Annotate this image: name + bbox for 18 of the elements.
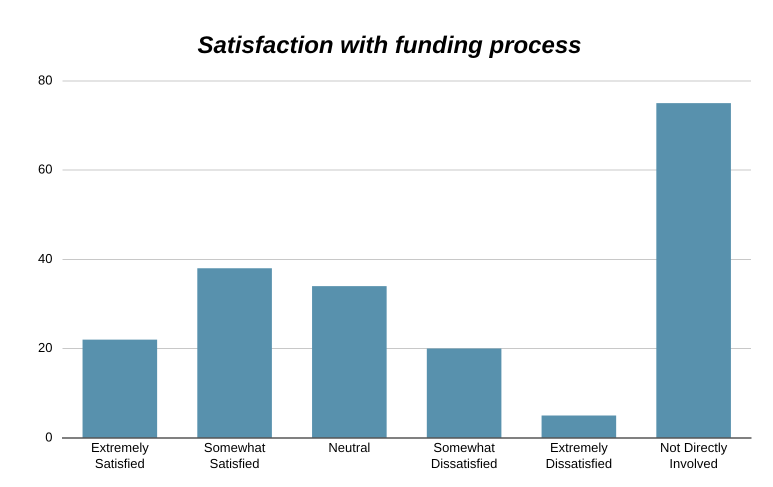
chart-title: Satisfaction with funding process xyxy=(197,32,582,60)
bar xyxy=(312,286,387,438)
x-tick-label: Extremely Satisfied xyxy=(90,440,150,471)
x-tick-label: Extremely Dissatisfied xyxy=(546,440,612,471)
y-tick-label: 60 xyxy=(38,162,52,177)
bar xyxy=(426,348,502,438)
y-tick-label: 40 xyxy=(38,250,52,266)
x-tick-label: Somewhat Dissatisfied xyxy=(430,440,498,471)
x-tick-label: Neutral xyxy=(328,440,370,456)
y-tick-label: 80 xyxy=(38,72,52,88)
y-tick-label: 0 xyxy=(45,429,52,444)
y-tick-label: 20 xyxy=(38,340,52,356)
x-tick-label: Not Directly Involved xyxy=(660,440,728,471)
bar xyxy=(82,340,158,438)
x-tick-label: Somewhat Satisfied xyxy=(204,440,266,471)
bar xyxy=(542,415,616,438)
bar xyxy=(656,103,731,438)
bar xyxy=(197,268,272,438)
